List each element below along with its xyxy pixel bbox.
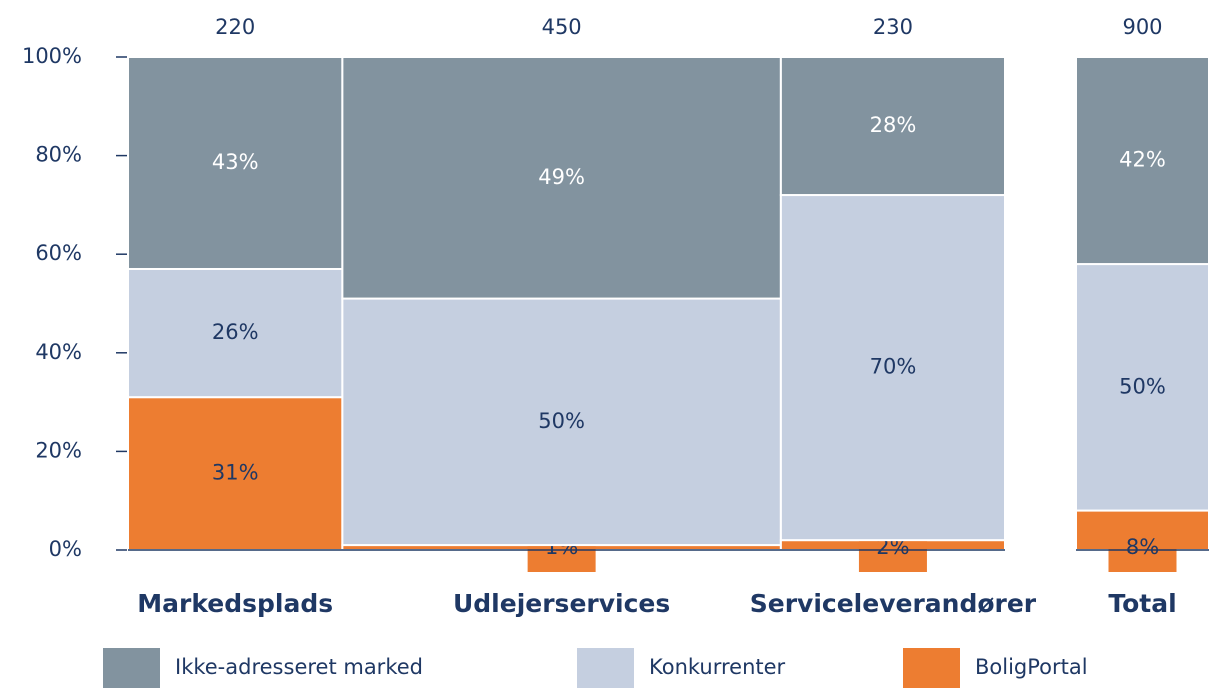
segment [127, 56, 344, 270]
column-total: 900 [1122, 15, 1162, 39]
value-label: 42% [1119, 148, 1166, 172]
value-label: 26% [212, 320, 259, 344]
x-tick-label: Markedsplads [137, 589, 333, 618]
segment [341, 56, 782, 300]
value-label: 49% [538, 165, 585, 189]
legend-swatch [103, 648, 160, 688]
legend-label: Ikke-adresseret marked [175, 655, 423, 679]
segment [1075, 56, 1209, 266]
legend-swatch [903, 648, 960, 688]
segment [1075, 263, 1209, 512]
label-box [1108, 522, 1177, 572]
column-total: 220 [215, 15, 255, 39]
x-tick-label: Total [1108, 589, 1176, 618]
value-label: 28% [870, 113, 917, 137]
legend-label: BoligPortal [975, 655, 1088, 679]
y-tick-label: 60% [35, 241, 82, 265]
segment [341, 297, 782, 547]
y-tick-label: 0% [49, 537, 82, 561]
legend-label: Konkurrenter [649, 655, 786, 679]
value-label: 8% [1126, 535, 1159, 559]
x-tick-label: Serviceleverandører [750, 589, 1037, 618]
legend-swatch [577, 648, 634, 688]
column-total: 230 [873, 15, 913, 39]
y-tick-label: 100% [22, 44, 82, 68]
x-tick-label: Udlejerservices [453, 589, 670, 618]
segment [779, 194, 1007, 542]
value-label: 50% [1119, 374, 1166, 398]
y-tick-label: 80% [35, 143, 82, 167]
y-tick-label: 40% [35, 340, 82, 364]
value-label: 31% [212, 461, 259, 485]
segment [779, 56, 1007, 197]
y-tick-label: 20% [35, 438, 82, 462]
value-label: 50% [538, 409, 585, 433]
column-total: 450 [542, 15, 582, 39]
value-label: 43% [212, 150, 259, 174]
segment [127, 267, 344, 399]
value-label: 70% [870, 355, 917, 379]
